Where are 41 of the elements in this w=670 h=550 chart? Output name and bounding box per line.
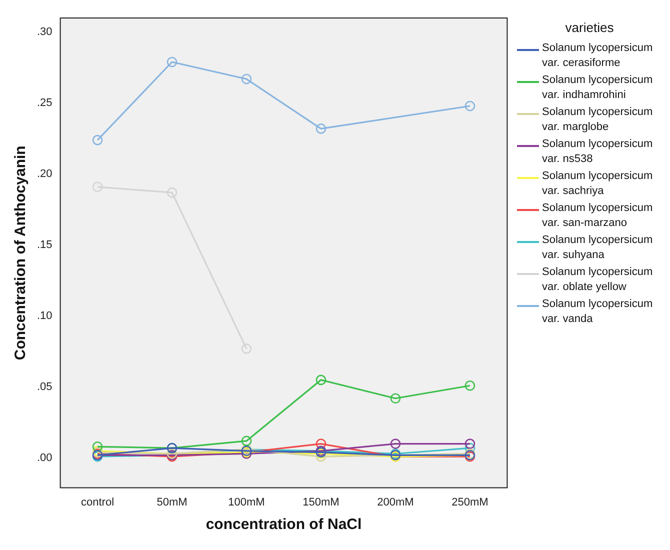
x-tick-label: 50mM — [156, 496, 188, 508]
point — [464, 438, 476, 449]
legend-label: Solanum lycopersicum var. sachriya — [542, 169, 654, 199]
x-tick-label: 150mM — [302, 496, 340, 508]
x-tick-label: 250mM — [452, 496, 488, 508]
legend-label: Solanum lycopersicum var. ns538 — [542, 137, 654, 167]
point — [390, 393, 401, 404]
y-tick-label: .00 — [36, 452, 52, 464]
y-tick-label: .20 — [36, 168, 52, 180]
x-tick-label: 100mM — [228, 496, 265, 508]
point — [464, 100, 476, 112]
point — [316, 124, 326, 134]
point — [92, 182, 103, 192]
point — [92, 441, 103, 452]
point — [241, 74, 252, 84]
y-tick-label: .15 — [36, 239, 52, 252]
legend-label: Solanum lycopersicum var. suhyana — [542, 233, 654, 263]
point — [316, 374, 326, 386]
legend-title: varieties — [564, 20, 615, 35]
y-tick-label: .05 — [36, 381, 52, 394]
point — [166, 187, 178, 198]
legend-label: Solanum lycopersicum var. oblate yellow — [542, 265, 654, 295]
point — [92, 134, 103, 146]
point — [166, 56, 178, 68]
y-tick-label: .10 — [36, 310, 52, 322]
y-axis-title: Concentration of Anthocyanin — [12, 146, 30, 360]
point — [241, 344, 252, 354]
point — [241, 436, 252, 446]
point — [390, 438, 401, 449]
legend-label: Solanum lycopersicum var. cerasiforme — [542, 41, 654, 71]
legend-label: Solanum lycopersicum var. san-marzano — [542, 201, 654, 231]
legend-label: Solanum lycopersicum var. indhamrohini — [542, 73, 654, 103]
x-tick-label: control — [81, 496, 114, 508]
point — [316, 451, 326, 462]
x-tick-label: 200mM — [377, 496, 414, 508]
legend-label: Solanum lycopersicum var. vanda — [542, 297, 654, 327]
x-axis-title: concentration of NaCl — [206, 516, 362, 534]
y-tick-label: .25 — [36, 97, 52, 110]
legend-label: Solanum lycopersicum var. marglobe — [542, 105, 654, 135]
y-tick-label: .30 — [36, 26, 52, 38]
point — [464, 380, 476, 391]
